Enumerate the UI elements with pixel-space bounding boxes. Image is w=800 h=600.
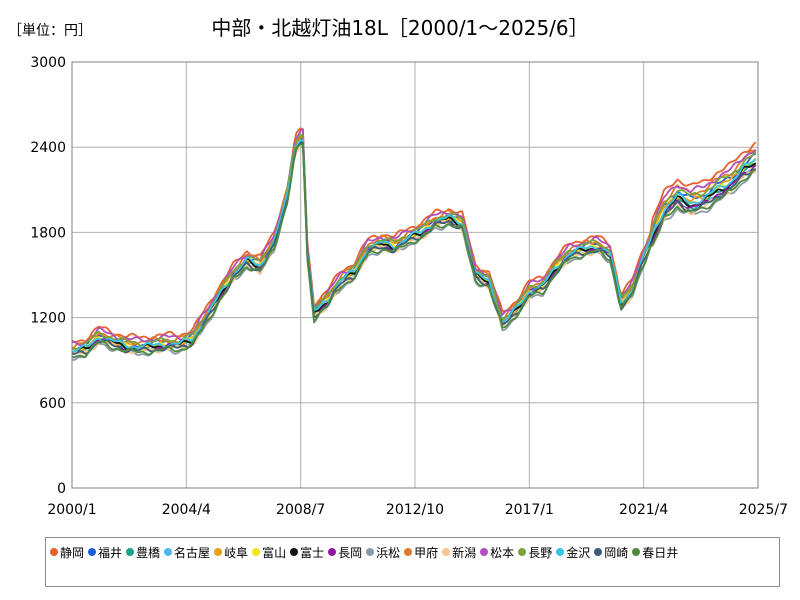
legend-marker: [518, 548, 527, 556]
legend-marker: [556, 548, 565, 556]
legend-marker: [442, 548, 451, 556]
legend-label: 春日井: [642, 545, 679, 560]
legend: 静岡 福井 豊橋 名古屋 岐阜 富山 富士 長岡 浜松 甲府 新潟 松本 長野 金沢 岡崎 春日井: [45, 537, 780, 587]
legend-label: 甲府: [414, 545, 439, 560]
legend-label: 長岡: [338, 545, 363, 560]
x-axis-ticks: 2000/1 2004/4 2008/7 2012/10 2017/1 2021/4 202…: [47, 502, 788, 518]
unit-label: ［単位：円］: [8, 23, 92, 39]
legend-label: 富士: [300, 545, 325, 560]
legend-label: 金沢: [566, 545, 591, 560]
legend-label: 静岡: [60, 545, 85, 560]
legend-label: 豊橋: [136, 545, 161, 560]
legend-marker: [480, 548, 489, 556]
legend-marker: [594, 548, 603, 556]
legend-label: 新潟: [452, 545, 477, 560]
legend-item: 金沢: [556, 542, 590, 562]
legend-label: 松本: [490, 545, 515, 560]
legend-item: 甲府: [404, 542, 438, 562]
x-tick-label: 2021/4: [619, 502, 668, 518]
x-tick-label: 2000/1: [47, 502, 96, 518]
legend-item: 松本: [480, 542, 514, 562]
legend-marker: [126, 548, 135, 556]
legend-marker: [404, 548, 413, 556]
legend-item: 豊橋: [126, 542, 160, 562]
x-tick-label: 2017/1: [505, 502, 554, 518]
y-tick-label: 600: [39, 396, 66, 412]
legend-marker: [50, 548, 58, 556]
legend-marker: [214, 548, 223, 556]
y-tick-label: 1800: [30, 225, 66, 241]
legend-item: 富士: [290, 542, 324, 562]
grid-lines: [71, 61, 759, 489]
series-line: [71, 141, 757, 355]
legend-item: 静岡: [50, 542, 84, 562]
legend-label: 名古屋: [174, 545, 211, 560]
y-tick-label: 1200: [30, 311, 66, 327]
legend-item: 春日井: [632, 542, 678, 562]
legend-item: 長野: [518, 542, 552, 562]
legend-marker: [632, 548, 641, 556]
legend-item: 岐阜: [214, 542, 248, 562]
plot-frame: [71, 61, 759, 489]
x-tick-label: 2008/7: [276, 502, 325, 518]
legend-item: 富山: [252, 542, 286, 562]
legend-marker: [164, 548, 173, 556]
series-line: [71, 143, 757, 359]
series-line: [71, 139, 757, 353]
legend-label: 長野: [528, 545, 553, 560]
legend-label: 富山: [262, 545, 287, 560]
legend-label: 福井: [98, 545, 123, 560]
legend-item: 浜松: [366, 542, 400, 562]
chart-title: 中部・北越灯油18L［2000/1～2025/6］: [211, 16, 589, 40]
x-tick-label: 2004/4: [162, 502, 211, 518]
legend-item: 岡崎: [594, 542, 628, 562]
y-tick-label: 3000: [30, 55, 66, 71]
x-tick-label: 2025/7: [739, 502, 788, 518]
legend-item: 名古屋: [164, 542, 210, 562]
y-axis-ticks: 0 600 1200 1800 2400 3000: [30, 55, 66, 497]
series-lines: [71, 127, 757, 361]
legend-marker: [366, 548, 375, 556]
legend-label: 岐阜: [224, 545, 249, 560]
y-tick-label: 2400: [30, 140, 66, 156]
legend-marker: [290, 548, 299, 556]
legend-marker: [88, 548, 97, 556]
series-line: [71, 127, 757, 343]
legend-label: 岡崎: [604, 545, 629, 560]
x-tick-label: 2012/10: [386, 502, 444, 518]
legend-item: 新潟: [442, 542, 476, 562]
y-tick-label: 0: [57, 481, 66, 497]
legend-marker: [328, 548, 337, 556]
legend-label: 浜松: [376, 545, 401, 560]
legend-item: 福井: [88, 542, 122, 562]
legend-item: 長岡: [328, 542, 362, 562]
legend-marker: [252, 548, 261, 556]
